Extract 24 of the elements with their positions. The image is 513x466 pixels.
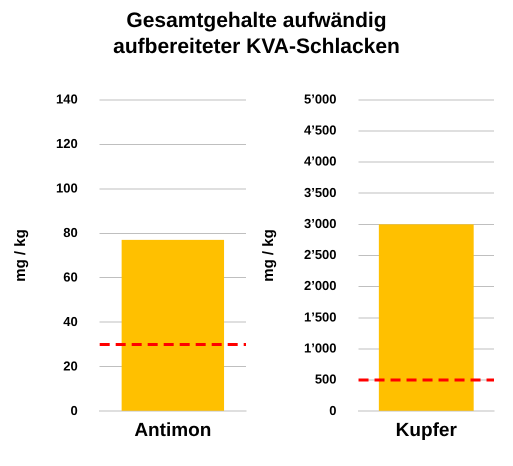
y-tick-label: 100 xyxy=(56,180,78,196)
y-tick-label: 4’000 xyxy=(304,154,337,169)
y-axis-title: mg / kg xyxy=(260,229,278,282)
y-tick-label: 500 xyxy=(314,372,337,387)
y-tick-label: 3’500 xyxy=(304,184,337,200)
y-tick-label: 3’000 xyxy=(304,216,337,231)
y-tick-label: 1’500 xyxy=(304,309,337,324)
y-tick-label: 80 xyxy=(63,224,78,240)
y-tick-label: 0 xyxy=(329,402,337,418)
y-tick-label: 40 xyxy=(63,314,78,329)
y-tick-label: 120 xyxy=(56,136,78,151)
x-tick-label: Antimon xyxy=(134,420,212,441)
y-tick-label: 60 xyxy=(63,269,78,284)
y-tick-label: 2’500 xyxy=(304,247,337,262)
x-tick-label: Kupfer xyxy=(396,420,458,441)
y-axis-title: mg / kg xyxy=(12,229,30,282)
chart-title: Gesamtgehalte aufwändig aufbereiteter KVA-Schlacken xyxy=(112,8,401,60)
y-tick-label: 1’000 xyxy=(304,340,337,356)
y-tick-label: 0 xyxy=(70,402,78,418)
y-tick-label: 2’000 xyxy=(304,278,337,294)
y-tick-label: 140 xyxy=(56,91,78,106)
y-tick-label: 5’000 xyxy=(304,91,337,106)
y-tick-label: 4’500 xyxy=(304,122,337,138)
y-tick-label: 20 xyxy=(63,358,78,374)
